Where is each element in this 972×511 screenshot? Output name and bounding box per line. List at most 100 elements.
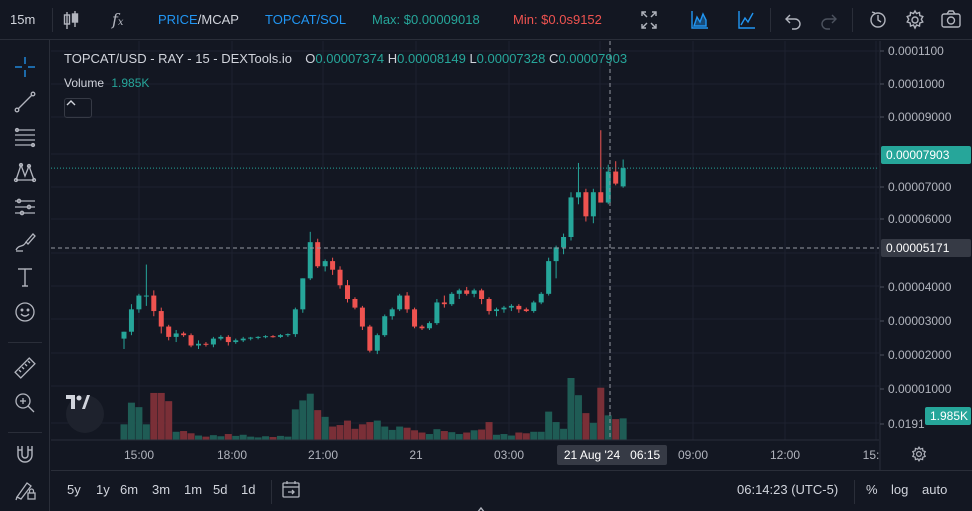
- volume-bar: [344, 420, 351, 440]
- range-button-1y[interactable]: 1y: [96, 482, 110, 497]
- volume-bar: [232, 435, 240, 440]
- camera-snapshot-icon[interactable]: [940, 0, 962, 40]
- zoom-in-icon[interactable]: [9, 388, 41, 418]
- price-axis-tick-label: 0.00006000: [888, 212, 952, 226]
- max-price-label: Max: $0.00009018: [372, 12, 480, 27]
- volume-bar: [180, 431, 188, 440]
- undo-icon[interactable]: [784, 0, 802, 40]
- brush-icon[interactable]: [9, 227, 41, 257]
- tradingview-logo[interactable]: [66, 395, 104, 433]
- redo-icon[interactable]: [820, 0, 838, 40]
- ohlc-legend: TOPCAT/USD - RAY - 15 - DEXTools.io O0.0…: [64, 51, 627, 66]
- range-button-1d[interactable]: 1d: [241, 482, 256, 497]
- fullscreen-icon[interactable]: [640, 0, 658, 40]
- chart-axes: 0.0001100 0.0001000 0.00009000 0.00007000 0.…: [51, 41, 952, 470]
- magnet-icon[interactable]: [9, 439, 41, 469]
- candle-body: [374, 335, 380, 351]
- axis-settings-button[interactable]: [911, 446, 933, 466]
- candle-body: [471, 290, 477, 294]
- volume-bar: [455, 434, 463, 440]
- crosshair-icon[interactable]: [9, 52, 41, 82]
- log-scale-toggle[interactable]: log: [891, 482, 909, 497]
- toolbar-divider: [271, 480, 272, 504]
- volume-bar: [172, 431, 180, 440]
- range-button-5y[interactable]: 5y: [67, 482, 81, 497]
- lock-drawing-icon[interactable]: [9, 474, 41, 504]
- pair-quote-toggle[interactable]: TOPCAT/SOL: [265, 12, 347, 27]
- volume-bar: [515, 432, 523, 440]
- legend-high-key: H: [387, 51, 398, 66]
- volume-bar: [597, 387, 605, 440]
- time-axis-tick-label: 18:00: [217, 448, 247, 462]
- candle-body: [546, 261, 552, 294]
- price-candles: [121, 130, 626, 355]
- indicators-fx-icon[interactable]: fx: [112, 10, 124, 29]
- candle-body: [531, 302, 537, 312]
- area-chart-icon[interactable]: [690, 0, 710, 40]
- candle-body: [479, 290, 485, 299]
- volume-bar: [299, 400, 307, 440]
- crosshair-time-tag: 21 Aug '24 06:15: [557, 445, 667, 465]
- volume-bar: [373, 420, 381, 440]
- legend-symbol[interactable]: TOPCAT/USD - RAY - 15 - DEXTools.io: [64, 51, 293, 66]
- settings-gear-icon[interactable]: [905, 0, 925, 40]
- volume-bar: [224, 434, 232, 440]
- toolbar-divider: [770, 8, 771, 32]
- auto-scale-toggle[interactable]: auto: [922, 482, 948, 497]
- min-price-label: Min: $0.0s9152: [513, 12, 602, 27]
- candle-body: [203, 343, 209, 345]
- chart-pane[interactable]: 0.0001100 0.0001000 0.00009000 0.00007000 0.…: [51, 41, 972, 470]
- chart-grid: [51, 41, 879, 440]
- candle-body: [173, 333, 179, 337]
- volume-legend: Volume 1.985K: [64, 76, 149, 90]
- legend-collapse-button[interactable]: [64, 98, 92, 118]
- volume-bar: [403, 427, 411, 440]
- goto-date-icon[interactable]: [281, 471, 301, 511]
- trend-line-icon[interactable]: [9, 87, 41, 117]
- replay-icon[interactable]: [868, 0, 888, 40]
- price-mcap-toggle[interactable]: PRICE/MCAP: [158, 0, 239, 40]
- range-button-3m[interactable]: 3m: [152, 482, 171, 497]
- chart-clock[interactable]: 06:14:23 (UTC-5): [737, 482, 839, 497]
- volume-bar: [567, 378, 575, 440]
- prediction-tool-icon[interactable]: [9, 192, 41, 222]
- percent-scale-toggle[interactable]: %: [866, 482, 878, 497]
- volume-bar: [165, 401, 173, 440]
- volume-bar: [239, 434, 247, 440]
- range-button-1m[interactable]: 1m: [184, 482, 203, 497]
- volume-bar: [545, 411, 553, 440]
- emoji-smile-icon[interactable]: [9, 297, 41, 327]
- volume-bar: [284, 436, 292, 440]
- candle-body: [225, 336, 231, 343]
- volume-bar: [202, 436, 210, 440]
- toolbar-divider: [8, 432, 42, 433]
- range-button-6m[interactable]: 6m: [120, 482, 139, 497]
- volume-bar: [127, 402, 135, 440]
- text-tool-icon[interactable]: [9, 262, 41, 292]
- time-axis-tick-label: 12:00: [770, 448, 800, 462]
- volume-bar: [291, 409, 299, 440]
- interval-select[interactable]: 15m: [10, 12, 36, 27]
- ruler-measure-icon[interactable]: [9, 353, 41, 383]
- candlestick-chart[interactable]: 0.0001100 0.0001000 0.00009000 0.00007000 0.…: [51, 41, 972, 470]
- line-chart-icon[interactable]: [737, 0, 757, 40]
- candle-body: [389, 309, 395, 317]
- chart-overlay: [51, 41, 879, 440]
- volume-bar: [262, 436, 270, 440]
- expand-panel-icon[interactable]: [476, 501, 486, 511]
- volume-bar: [120, 424, 128, 440]
- range-button-5d[interactable]: 5d: [213, 482, 228, 497]
- legend-low-key: L: [469, 51, 477, 66]
- candle-body: [240, 338, 246, 341]
- volume-bar: [396, 426, 404, 440]
- bottom-toolbar: 5y 1y 6m 3m 1m 5d 1d 06:14:23 (UTC-5) % log au…: [51, 470, 972, 511]
- fib-retracement-icon[interactable]: [9, 122, 41, 152]
- volume-bar: [507, 435, 515, 440]
- volume-bar: [560, 428, 568, 440]
- volume-bar: [433, 429, 441, 440]
- pattern-tool-icon[interactable]: [9, 157, 41, 187]
- candles-type-icon[interactable]: [62, 0, 80, 40]
- tradingview-logo-icon: [66, 395, 90, 409]
- candle-body: [486, 299, 492, 312]
- time-axis-tick-label: 21:00: [308, 448, 338, 462]
